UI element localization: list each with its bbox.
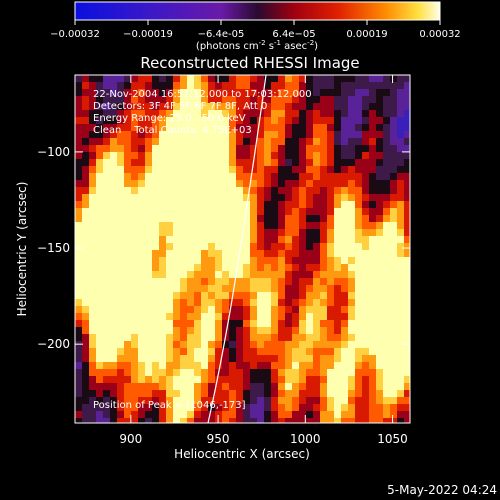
image-pixels [75,75,410,423]
info-clean-counts: Clean Total Counts: 4.75E+03 [93,125,252,136]
x-tick-label: 950 [207,432,230,446]
info-annotations: 22-Nov-2004 16:57:12.000 to 17:03:12.000… [93,89,312,411]
solar-limb-line [207,75,267,423]
colorbar-units: (photons cm-2 s-1 asec-2) [196,39,318,52]
colorbar-tick-label: −0.00019 [123,29,173,40]
y-axis-label: Heliocentric Y (arcsec) [15,182,29,317]
info-peak-position: Position of Peak = [1046,-173] [93,400,246,411]
info-time-range: 22-Nov-2004 16:57:12.000 to 17:03:12.000 [93,89,312,100]
x-tick-label: 900 [119,432,142,446]
y-tick-label: −200 [37,337,70,351]
x-tick-label: 1050 [377,432,408,446]
y-axis: −100 −150 −200 [37,145,410,351]
colorbar-tick-label: −0.00032 [50,29,100,40]
colorbar-tick-label: 0.00019 [346,29,387,40]
plot-frame [74,74,411,424]
info-energy-range: Energy Range: 25.0 - 50.0 keV [93,113,246,124]
x-tick-label: 1000 [290,432,321,446]
x-axis-label: Heliocentric X (arcsec) [174,447,310,461]
image-area [75,75,410,423]
timestamp: 5-May-2022 04:24 [387,483,497,497]
colorbar: −0.00032 −0.00019 −6.4e-05 6.4e−05 0.00019 0.… [50,1,461,52]
y-tick-label: −100 [37,145,70,159]
plot-title: Reconstructed RHESSI Image [140,54,359,72]
y-tick-label: −150 [37,241,70,255]
info-detectors: Detectors: 3F 4F 5F 6F 7F 8F, Att 0 [93,101,267,112]
colorbar-gradient [74,1,441,21]
colorbar-tick-label: −6.4e-05 [198,29,245,40]
colorbar-tick-label: 6.4e−05 [272,29,315,40]
x-axis: 900 950 1000 1050 [119,75,408,446]
colorbar-tick-label: 0.00032 [419,29,460,40]
